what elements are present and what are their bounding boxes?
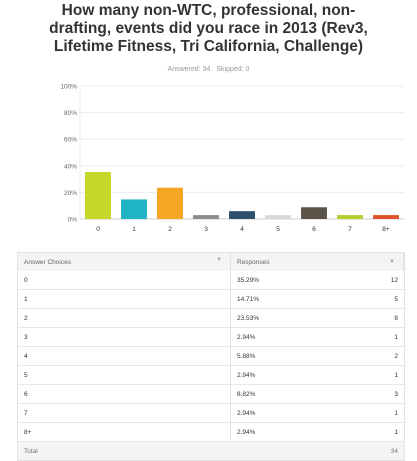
x-tick-label: 2 — [168, 226, 172, 233]
y-tick-label: 20% — [64, 190, 77, 197]
chevron-down-icon[interactable]: ▼ — [389, 259, 395, 265]
x-tick-label: 3 — [204, 226, 208, 233]
bar-7[interactable] — [337, 215, 363, 219]
table-row: 1 14.71% 5 — [18, 289, 404, 308]
response-count: 5 — [394, 295, 398, 303]
y-tick-label: 80% — [64, 110, 77, 117]
response-percent: 2.94% — [237, 371, 256, 379]
response-percent: 8.82% — [237, 390, 256, 398]
answered-count: Answered: 34 — [167, 66, 211, 73]
table-row: 4 5.88% 2 — [18, 346, 404, 365]
response-percent: 5.88% — [237, 352, 256, 360]
x-tick-label: 1 — [132, 226, 136, 233]
response-count: 1 — [394, 371, 398, 379]
bar-3[interactable] — [193, 215, 219, 219]
bar-8+[interactable] — [373, 215, 399, 219]
bar-5[interactable] — [265, 215, 291, 219]
table-row: 2 23.53% 8 — [18, 308, 404, 327]
response-percent: 2.94% — [237, 428, 256, 436]
x-tick-label: 4 — [240, 226, 244, 233]
response-percent: 2.94% — [237, 409, 256, 417]
bar-4[interactable] — [229, 211, 255, 219]
answer-choice: 3 — [18, 328, 231, 346]
x-tick-label: 6 — [312, 226, 316, 233]
answer-choice: 6 — [18, 385, 231, 403]
answer-choice: 2 — [18, 309, 231, 327]
response-count: 1 — [394, 333, 398, 341]
table-row: 7 2.94% 1 — [18, 403, 404, 422]
chevron-down-icon[interactable]: ▼ — [216, 257, 222, 263]
x-tick-label: 5 — [276, 226, 280, 233]
response-summary: Answered: 34 Skipped: 0 — [0, 66, 417, 73]
y-tick-label: 40% — [64, 163, 77, 170]
table-row: 6 8.82% 3 — [18, 384, 404, 403]
table-row: 3 2.94% 1 — [18, 327, 404, 346]
skipped-count: Skipped: 0 — [216, 66, 250, 73]
answer-choice: 5 — [18, 366, 231, 384]
y-tick-label: 60% — [64, 137, 77, 144]
x-tick-label: 8+ — [382, 226, 390, 233]
header-responses[interactable]: Responses ▼ — [231, 253, 404, 271]
table-row: 0 35.29% 12 — [18, 271, 404, 289]
bar-1[interactable] — [121, 199, 147, 219]
question-title-line: How many non-WTC, professional, non- — [61, 2, 356, 19]
response-count: 12 — [390, 276, 398, 284]
response-percent: 14.71% — [237, 295, 260, 303]
total-count: 34 — [390, 447, 398, 455]
total-label: Total — [24, 447, 38, 455]
response-percent: 35.29% — [237, 276, 260, 284]
bar-2[interactable] — [157, 187, 183, 219]
table-total-row: Total 34 — [18, 441, 404, 460]
response-count: 3 — [394, 390, 398, 398]
header-answer-choices-label: Answer Choices — [24, 258, 71, 266]
response-percent: 23.53% — [237, 314, 260, 322]
bar-6[interactable] — [301, 207, 327, 219]
bar-0[interactable] — [85, 172, 111, 219]
header-responses-label: Responses — [237, 258, 270, 266]
responses-table: Answer Choices ▼ Responses ▼ 0 35.29% 12 1 1… — [17, 252, 405, 461]
y-tick-label: 0% — [68, 217, 78, 224]
answer-choice: 1 — [18, 290, 231, 308]
question-title: How many non-WTC, professional, non- dra… — [0, 2, 417, 56]
answer-choice: 8+ — [18, 423, 231, 441]
response-count: 8 — [394, 314, 398, 322]
question-title-line: drafting, events did you race in 2013 (R… — [49, 20, 368, 37]
response-count: 1 — [394, 428, 398, 436]
x-tick-label: 0 — [96, 226, 100, 233]
x-tick-label: 7 — [348, 226, 352, 233]
answer-choice: 4 — [18, 347, 231, 365]
answer-choice: 7 — [18, 404, 231, 422]
table-row: 5 2.94% 1 — [18, 365, 404, 384]
response-count: 1 — [394, 409, 398, 417]
y-tick-label: 100% — [60, 84, 77, 91]
answer-choice: 0 — [18, 271, 231, 289]
table-row: 8+ 2.94% 1 — [18, 422, 404, 441]
bar-chart: 0% 20% 40% 60% 80% 100% 0 1 2 3 4 5 6 7 8+ — [60, 84, 404, 233]
header-answer-choices[interactable]: Answer Choices ▼ — [18, 253, 231, 271]
table-header-row: Answer Choices ▼ Responses ▼ — [18, 253, 404, 271]
response-percent: 2.94% — [237, 333, 256, 341]
question-title-line: Lifetime Fitness, Tri California, Challe… — [53, 38, 364, 55]
response-count: 2 — [394, 352, 398, 360]
